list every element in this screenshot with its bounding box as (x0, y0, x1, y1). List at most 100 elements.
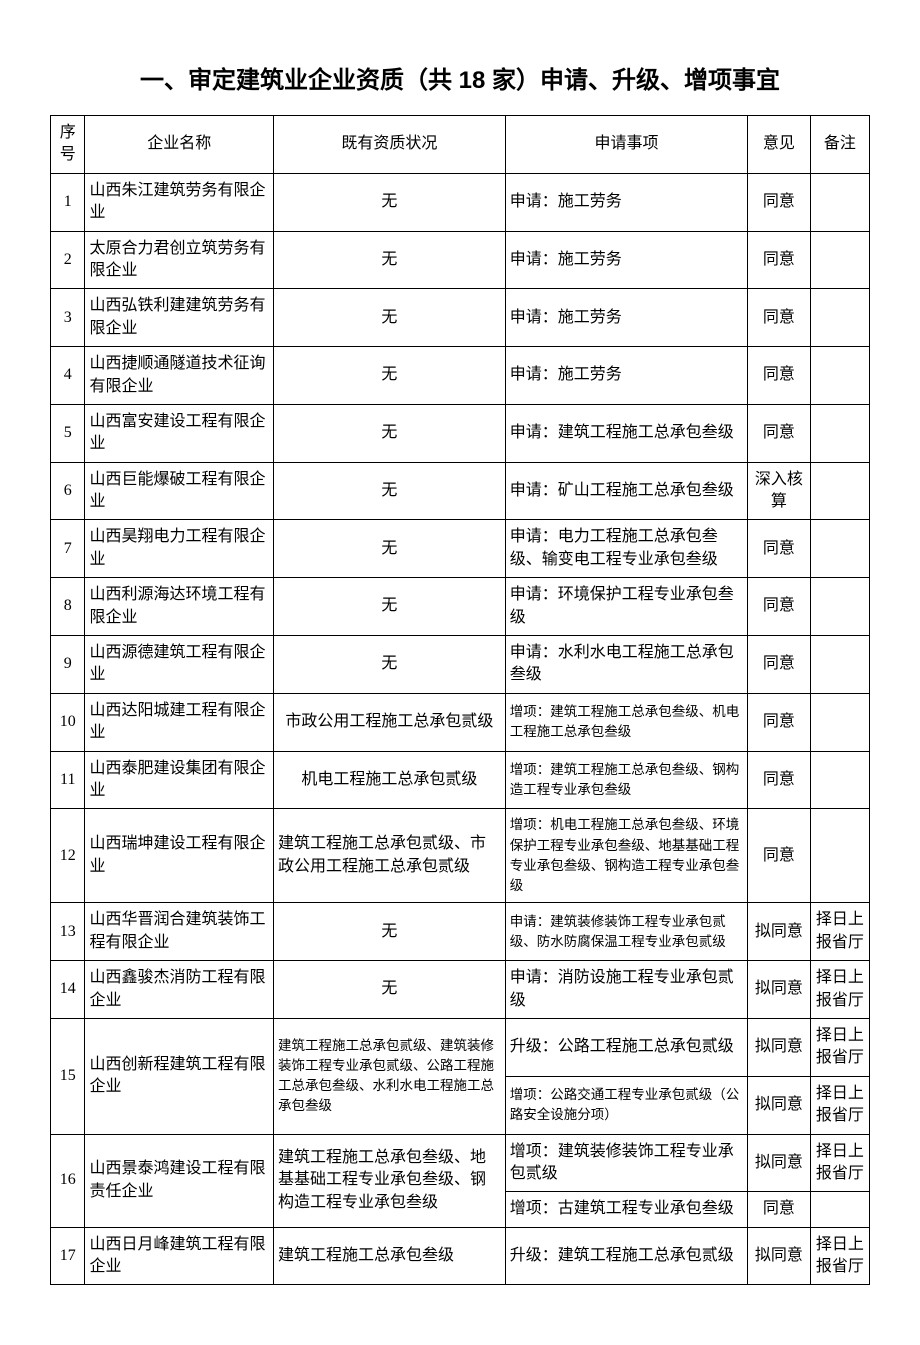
table-cell: 17 (51, 1227, 85, 1285)
table-cell: 择日上报省厅 (810, 961, 869, 1019)
table-cell: 申请：矿山工程施工总承包叁级 (505, 462, 747, 520)
table-cell: 无 (274, 961, 506, 1019)
table-cell (810, 404, 869, 462)
table-cell (810, 462, 869, 520)
table-cell: 申请：水利水电工程施工总承包叁级 (505, 636, 747, 694)
table-row: 3山西弘铁利建建筑劳务有限企业无申请：施工劳务同意 (51, 289, 870, 347)
table-cell: 8 (51, 578, 85, 636)
table-cell: 2 (51, 231, 85, 289)
header-company: 企业名称 (85, 116, 274, 174)
table-cell: 无 (274, 520, 506, 578)
table-cell: 无 (274, 231, 506, 289)
table-cell: 山西富安建设工程有限企业 (85, 404, 274, 462)
table-body: 1山西朱江建筑劳务有限企业无申请：施工劳务同意2太原合力君创立筑劳务有限企业无申… (51, 173, 870, 1285)
table-cell: 4 (51, 347, 85, 405)
table-cell: 拟同意 (748, 903, 811, 961)
table-row: 6山西巨能爆破工程有限企业无申请：矿山工程施工总承包叁级深入核算 (51, 462, 870, 520)
table-cell (810, 693, 869, 751)
table-cell: 申请：施工劳务 (505, 347, 747, 405)
table-cell: 山西创新程建筑工程有限企业 (85, 1018, 274, 1134)
table-cell: 择日上报省厅 (810, 1227, 869, 1285)
table-row: 9山西源德建筑工程有限企业无申请：水利水电工程施工总承包叁级同意 (51, 636, 870, 694)
table-cell: 山西捷顺通隧道技术征询有限企业 (85, 347, 274, 405)
table-row: 7山西昊翔电力工程有限企业无申请：电力工程施工总承包叁级、输变电工程专业承包叁级… (51, 520, 870, 578)
page-title: 一、审定建筑业企业资质（共 18 家）申请、升级、增项事宜 (50, 60, 870, 95)
table-cell: 建筑工程施工总承包贰级、建筑装修装饰工程专业承包贰级、公路工程施工总承包叁级、水… (274, 1018, 506, 1134)
table-cell: 申请：消防设施工程专业承包贰级 (505, 961, 747, 1019)
table-cell: 申请：施工劳务 (505, 231, 747, 289)
table-cell: 7 (51, 520, 85, 578)
table-cell: 深入核算 (748, 462, 811, 520)
table-cell: 山西泰肥建设集团有限企业 (85, 751, 274, 809)
header-request: 申请事项 (505, 116, 747, 174)
table-cell: 同意 (748, 404, 811, 462)
table-cell: 同意 (748, 751, 811, 809)
table-cell: 建筑工程施工总承包贰级、市政公用工程施工总承包贰级 (274, 809, 506, 903)
table-cell: 9 (51, 636, 85, 694)
table-cell: 申请：电力工程施工总承包叁级、输变电工程专业承包叁级 (505, 520, 747, 578)
table-cell (810, 173, 869, 231)
table-cell: 拟同意 (748, 1018, 811, 1076)
table-cell: 同意 (748, 578, 811, 636)
table-cell: 无 (274, 636, 506, 694)
header-seq: 序号 (51, 116, 85, 174)
table-cell: 无 (274, 462, 506, 520)
table-cell (810, 231, 869, 289)
table-cell: 同意 (748, 173, 811, 231)
table-cell: 拟同意 (748, 1076, 811, 1134)
table-cell: 增项：公路交通工程专业承包贰级（公路安全设施分项） (505, 1076, 747, 1134)
table-cell: 无 (274, 404, 506, 462)
table-cell: 建筑工程施工总承包叁级 (274, 1227, 506, 1285)
table-cell: 拟同意 (748, 1227, 811, 1285)
header-remark: 备注 (810, 116, 869, 174)
table-cell: 拟同意 (748, 961, 811, 1019)
table-cell: 同意 (748, 347, 811, 405)
table-cell: 无 (274, 578, 506, 636)
table-cell: 山西日月峰建筑工程有限企业 (85, 1227, 274, 1285)
table-header-row: 序号 企业名称 既有资质状况 申请事项 意见 备注 (51, 116, 870, 174)
table-cell: 增项：建筑装修装饰工程专业承包贰级 (505, 1134, 747, 1192)
table-cell: 山西景泰鸿建设工程有限责任企业 (85, 1134, 274, 1227)
table-row: 17山西日月峰建筑工程有限企业建筑工程施工总承包叁级升级：建筑工程施工总承包贰级… (51, 1227, 870, 1285)
table-cell: 增项：机电工程施工总承包叁级、环境保护工程专业承包叁级、地基基础工程专业承包叁级… (505, 809, 747, 903)
table-cell: 拟同意 (748, 1134, 811, 1192)
table-cell: 山西瑞坤建设工程有限企业 (85, 809, 274, 903)
table-cell: 6 (51, 462, 85, 520)
table-cell (810, 347, 869, 405)
table-cell (810, 289, 869, 347)
header-opinion: 意见 (748, 116, 811, 174)
table-cell: 申请：环境保护工程专业承包叁级 (505, 578, 747, 636)
table-cell: 山西鑫骏杰消防工程有限企业 (85, 961, 274, 1019)
table-cell: 择日上报省厅 (810, 1018, 869, 1076)
table-cell: 同意 (748, 636, 811, 694)
table-cell: 同意 (748, 231, 811, 289)
table-cell: 择日上报省厅 (810, 903, 869, 961)
table-cell: 同意 (748, 289, 811, 347)
table-cell: 山西华晋润合建筑装饰工程有限企业 (85, 903, 274, 961)
table-cell (810, 578, 869, 636)
table-cell: 山西巨能爆破工程有限企业 (85, 462, 274, 520)
table-cell: 申请：建筑工程施工总承包叁级 (505, 404, 747, 462)
table-cell: 同意 (748, 520, 811, 578)
table-cell (810, 809, 869, 903)
table-cell: 太原合力君创立筑劳务有限企业 (85, 231, 274, 289)
table-cell: 择日上报省厅 (810, 1076, 869, 1134)
table-cell (810, 1192, 869, 1227)
table-cell: 11 (51, 751, 85, 809)
table-cell: 申请：施工劳务 (505, 173, 747, 231)
table-cell: 12 (51, 809, 85, 903)
table-row: 5山西富安建设工程有限企业无申请：建筑工程施工总承包叁级同意 (51, 404, 870, 462)
table-cell: 山西达阳城建工程有限企业 (85, 693, 274, 751)
table-cell: 建筑工程施工总承包叁级、地基基础工程专业承包叁级、钢构造工程专业承包叁级 (274, 1134, 506, 1227)
table-cell: 增项：建筑工程施工总承包叁级、钢构造工程专业承包叁级 (505, 751, 747, 809)
table-cell: 10 (51, 693, 85, 751)
table-cell: 16 (51, 1134, 85, 1227)
table-cell: 15 (51, 1018, 85, 1134)
table-cell: 增项：古建筑工程专业承包叁级 (505, 1192, 747, 1227)
table-cell (810, 751, 869, 809)
header-existing: 既有资质状况 (274, 116, 506, 174)
table-cell: 无 (274, 289, 506, 347)
table-cell: 申请：施工劳务 (505, 289, 747, 347)
table-row: 13山西华晋润合建筑装饰工程有限企业无申请：建筑装修装饰工程专业承包贰级、防水防… (51, 903, 870, 961)
table-row: 10山西达阳城建工程有限企业市政公用工程施工总承包贰级增项：建筑工程施工总承包叁… (51, 693, 870, 751)
